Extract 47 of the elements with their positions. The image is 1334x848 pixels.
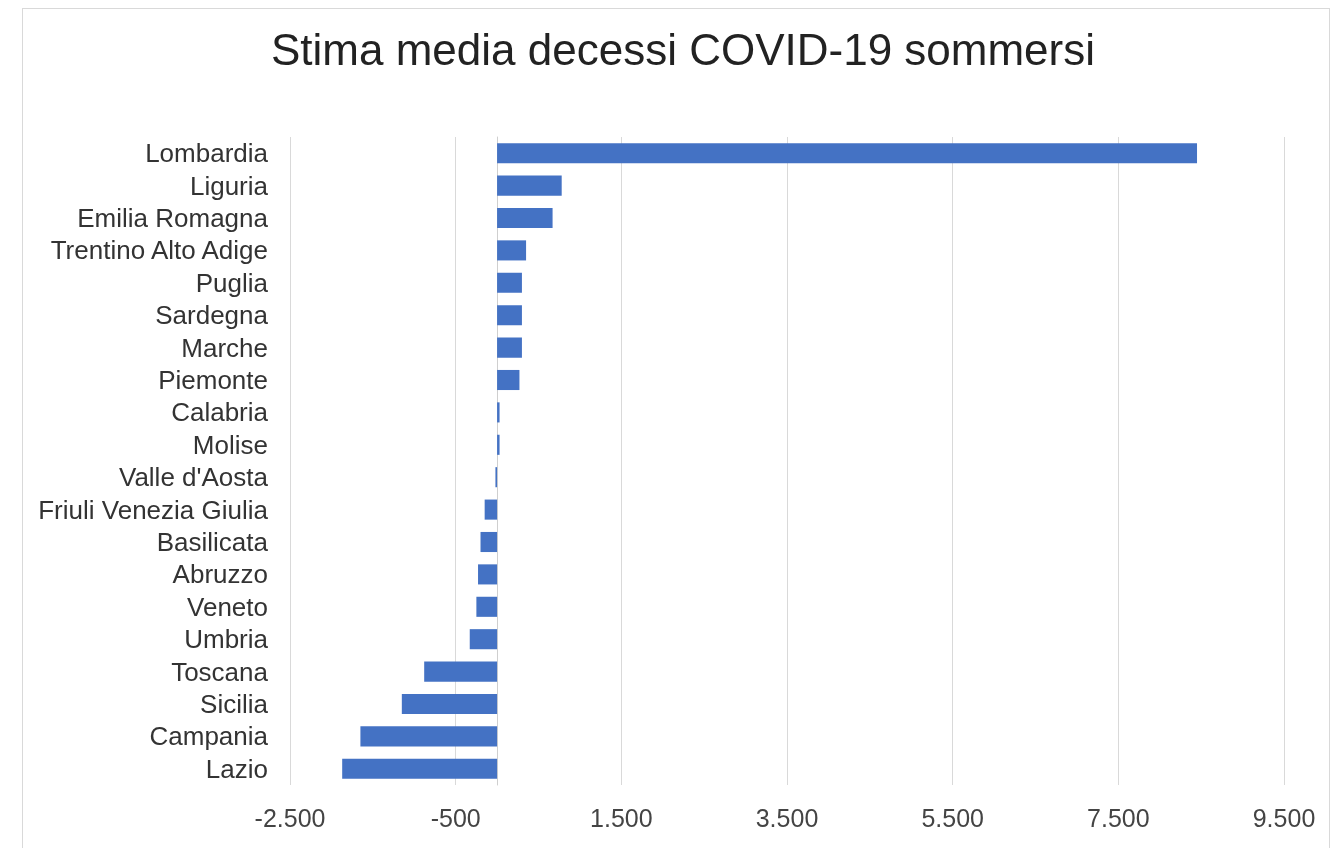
y-tick-label: Campania xyxy=(149,721,269,752)
bar xyxy=(497,434,500,455)
bar xyxy=(484,499,498,520)
y-tick-label: Veneto xyxy=(187,591,268,622)
bar xyxy=(480,531,498,553)
bar xyxy=(497,402,500,423)
bar xyxy=(497,207,553,229)
y-tick-label: Molise xyxy=(192,429,268,460)
x-tick-label: 1.500 xyxy=(590,803,653,832)
y-tick-label: Sardegna xyxy=(155,300,269,331)
bar xyxy=(342,758,498,779)
y-tick-label: Liguria xyxy=(189,170,269,201)
x-tick-label: 3.500 xyxy=(755,803,819,832)
bar xyxy=(360,726,498,747)
y-tick-label: Trentino Alto Adige xyxy=(50,235,268,266)
y-tick-label: Emilia Romagna xyxy=(77,203,269,233)
bar xyxy=(497,337,522,358)
bar xyxy=(497,305,522,326)
x-tick-label: -2.500 xyxy=(254,803,326,832)
x-tick-label: 9.500 xyxy=(1252,803,1316,832)
x-tick-label: -500 xyxy=(430,803,481,832)
y-tick-label: Lazio xyxy=(205,753,268,784)
bar xyxy=(478,564,498,585)
bar xyxy=(401,693,498,715)
y-tick-label: Piemonte xyxy=(158,365,268,395)
y-tick-label: Valle d'Aosta xyxy=(118,462,269,493)
y-tick-label: Toscana xyxy=(171,656,269,687)
bar xyxy=(476,596,498,617)
bar xyxy=(469,629,498,650)
bar xyxy=(497,143,1198,164)
x-tick-label: 7.500 xyxy=(1087,803,1150,832)
y-tick-label: Sicilia xyxy=(200,689,269,719)
bar xyxy=(497,240,527,261)
y-tick-label: Abruzzo xyxy=(172,559,268,590)
chart-title: Stima media decessi COVID-19 sommersi xyxy=(270,24,1096,74)
bar xyxy=(497,272,522,293)
y-tick-label: Lombardia xyxy=(145,138,269,169)
y-tick-label: Friuli Venezia Giulia xyxy=(38,494,269,525)
bar xyxy=(497,369,520,391)
y-tick-label: Basilicata xyxy=(156,527,269,557)
bar xyxy=(497,175,562,196)
y-tick-label: Calabria xyxy=(171,397,269,428)
x-tick-label: 5.500 xyxy=(921,803,984,832)
y-tick-label: Puglia xyxy=(195,267,269,298)
bar xyxy=(424,661,498,682)
y-tick-label: Umbria xyxy=(184,624,269,655)
y-tick-label: Marche xyxy=(181,332,268,363)
